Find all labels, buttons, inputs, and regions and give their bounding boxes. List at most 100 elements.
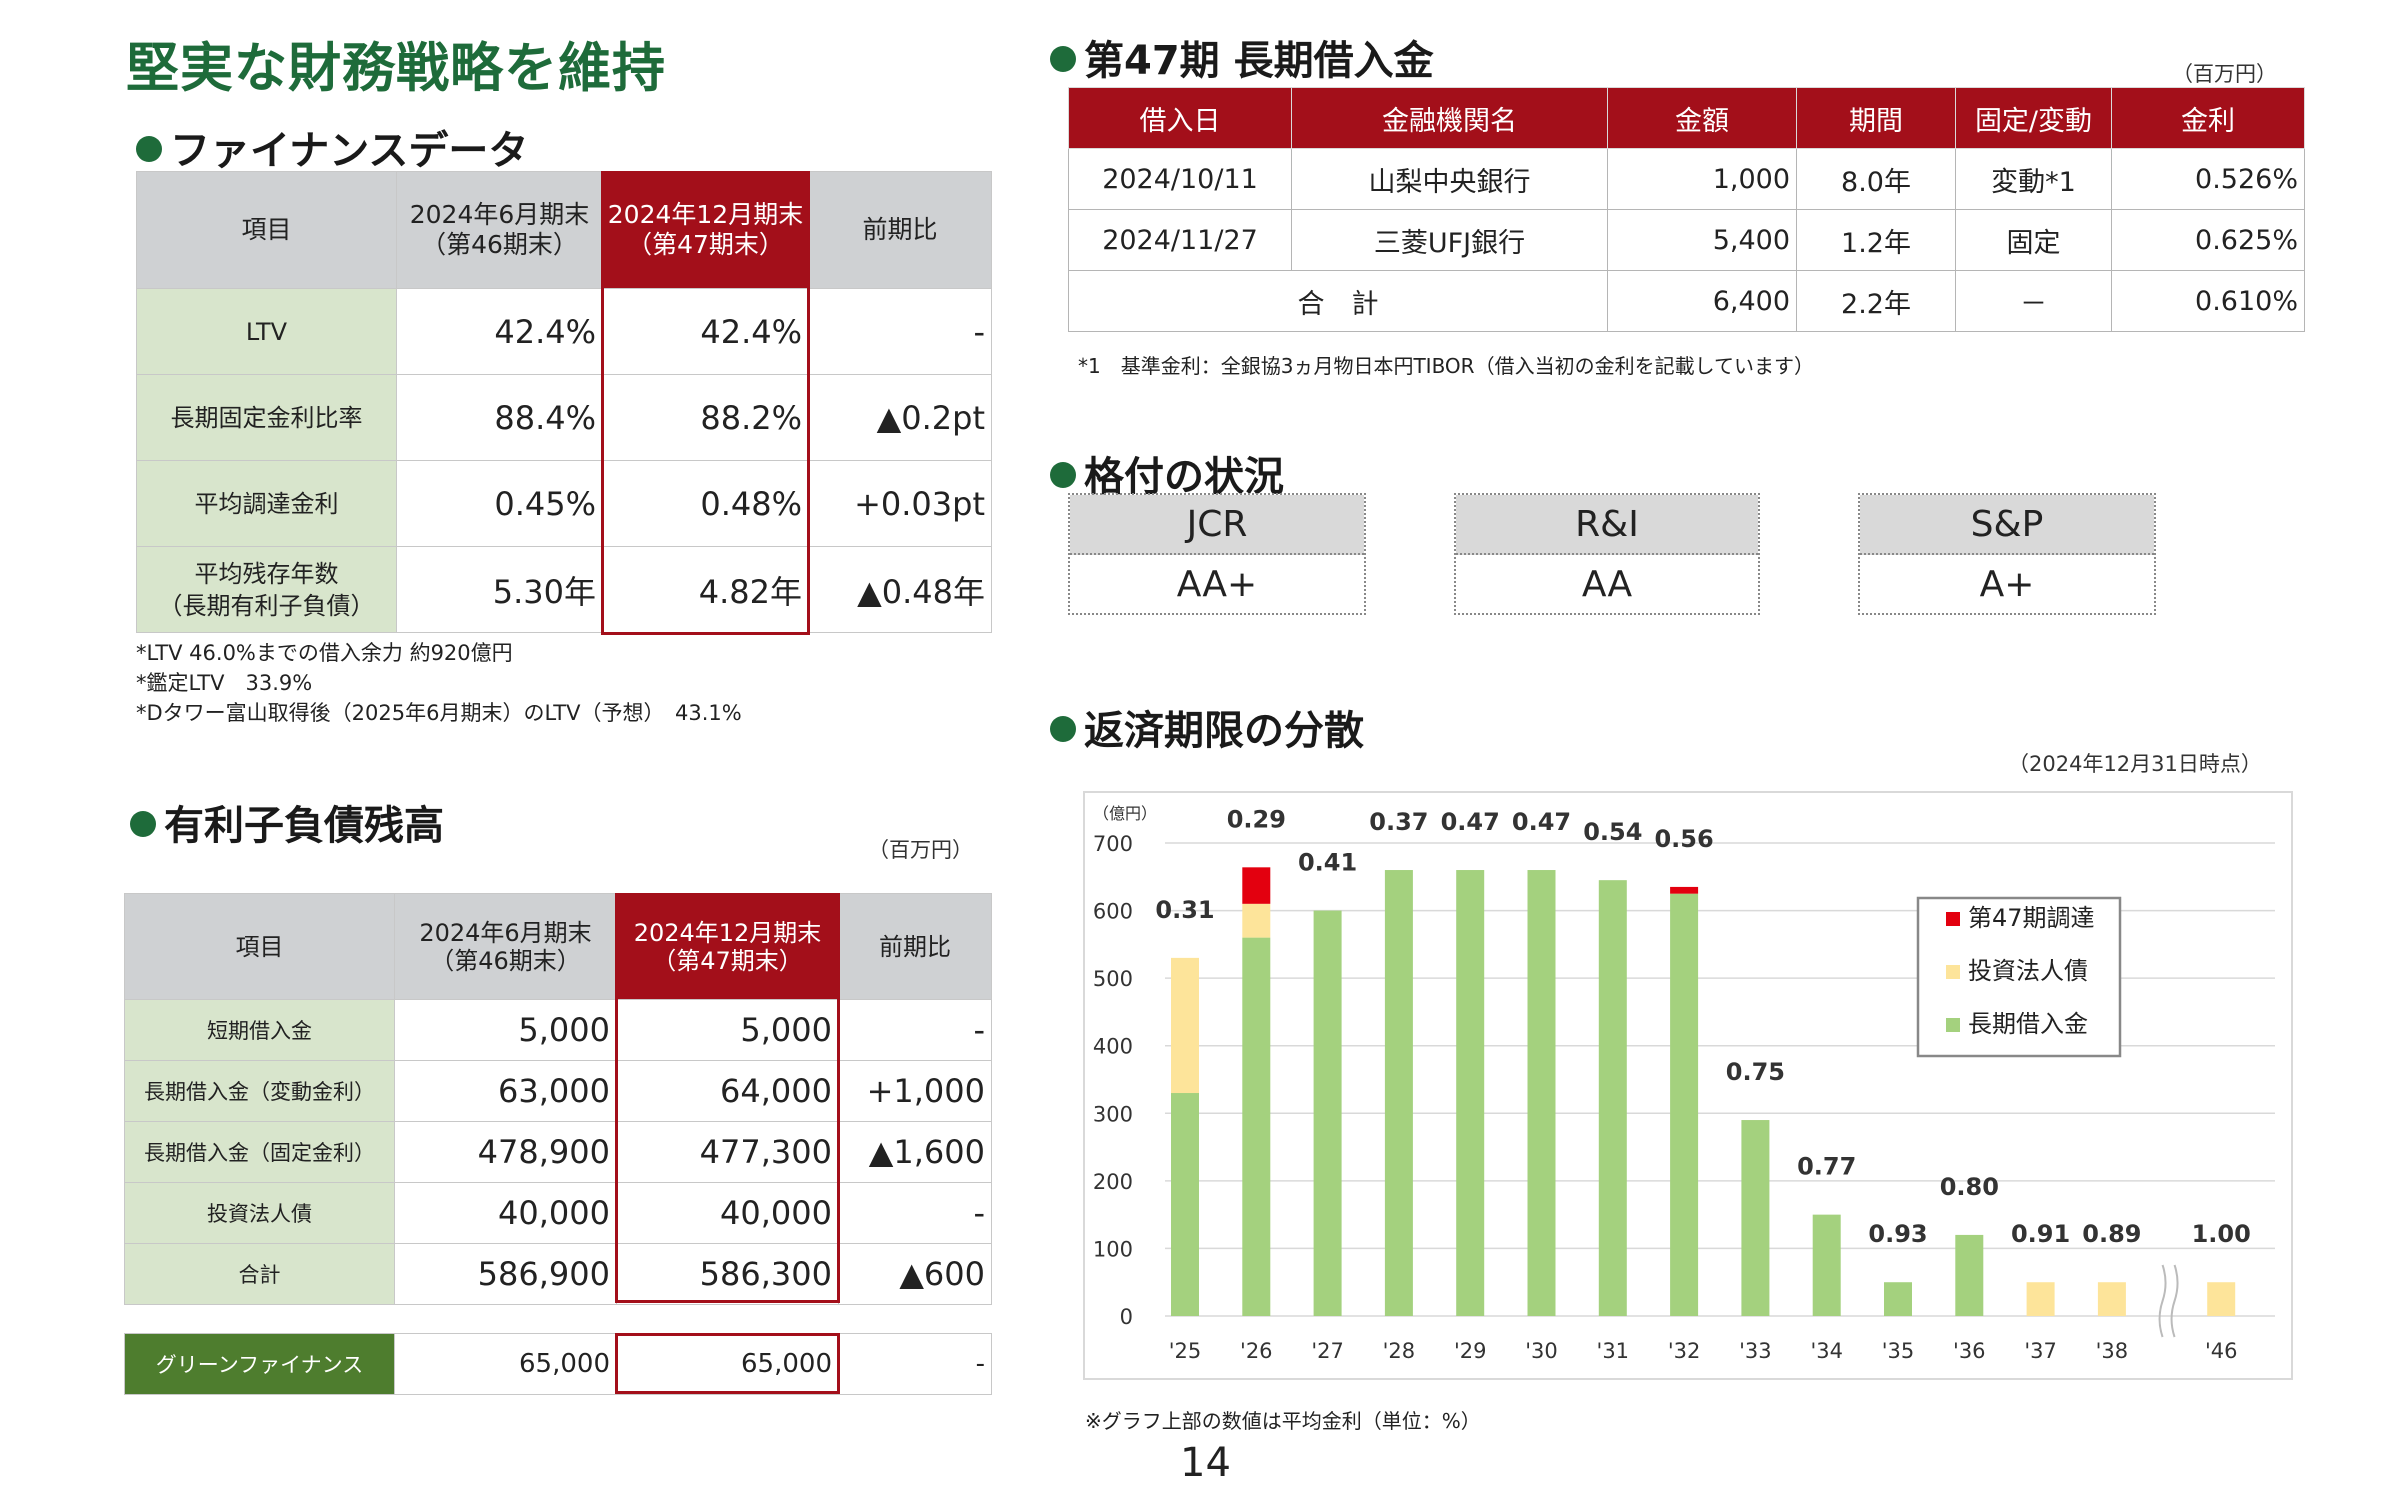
loans-unit: （百万円） <box>2172 62 2277 86</box>
x-tick-label: '38 <box>2096 1339 2129 1363</box>
rate-data-label: 1.00 <box>2192 1220 2251 1248</box>
rating-grade: AA+ <box>1176 564 1258 605</box>
finance-row-curr: 88.2% <box>602 374 809 461</box>
loan-date: 2024/10/11 <box>1068 148 1292 210</box>
ratings-section-heading: 格付の状況 <box>1050 444 1284 502</box>
y-tick-label: 200 <box>1093 1170 1133 1194</box>
rate-data-label: 0.47 <box>1512 808 1571 836</box>
debt-header-prev: 2024年6月期末 （第46期末） <box>394 893 617 1000</box>
debt-row-prev: 63,000 <box>394 1060 617 1122</box>
loans-header-date: 借入日 <box>1068 87 1292 149</box>
finance-row-curr: 0.48% <box>602 460 809 547</box>
loans-header-row: 借入日 金融機関名 金額 期間 固定/変動 金利 <box>1068 87 2305 149</box>
table-row: 平均残存年数 （長期有利子負債） 5.30年 4.82年 ▲0.48年 <box>136 546 992 633</box>
debt-row-prev: 586,900 <box>394 1243 617 1305</box>
loan-total-rate: 0.610% <box>2111 270 2305 332</box>
debt-row-label: 合計 <box>124 1243 395 1305</box>
x-tick-label: '33 <box>1739 1339 1772 1363</box>
finance-row-prev: 42.4% <box>396 288 603 375</box>
bar-segment <box>1670 886 1699 894</box>
legend-swatch <box>1946 965 1960 979</box>
finance-table: 項目 2024年6月期末 （第46期末） 2024年12月期末 （第47期末） … <box>136 171 992 633</box>
rate-data-label: 0.37 <box>1369 808 1428 836</box>
x-tick-label: '35 <box>1882 1339 1915 1363</box>
finance-row-curr: 42.4% <box>602 288 809 375</box>
loan-bank: 山梨中央銀行 <box>1291 148 1608 210</box>
debt-row-label: 短期借入金 <box>124 999 395 1061</box>
finance-heading-text: ファイナンスデータ <box>170 128 529 174</box>
x-tick-label: '28 <box>1383 1339 1416 1363</box>
rating-card-jcr: JCR AA+ <box>1068 493 1366 615</box>
debt-row-curr: 64,000 <box>616 1060 839 1122</box>
maturity-asof: （2024年12月31日時点） <box>2008 752 2262 776</box>
loan-date: 2024/11/27 <box>1068 209 1292 271</box>
x-tick-label: '34 <box>1810 1339 1843 1363</box>
axis-break-mark <box>2158 1264 2167 1338</box>
finance-row-curr: 4.82年 <box>602 546 809 633</box>
rating-agency: JCR <box>1070 495 1364 555</box>
finance-row-label: 平均調達金利 <box>136 460 397 547</box>
loans-heading-text: 第47期 長期借入金 <box>1084 38 1434 84</box>
legend-label: 投資法人債 <box>1968 957 2088 985</box>
green-finance-diff: - <box>838 1333 992 1395</box>
bar-segment <box>1313 910 1342 1316</box>
finance-notes: *LTV 46.0%までの借入余力 約920億円 *鑑定LTV 33.9% *D… <box>136 638 742 728</box>
rate-data-label: 0.54 <box>1583 818 1642 846</box>
y-tick-label: 500 <box>1093 967 1133 991</box>
bar-segment <box>1670 893 1699 1316</box>
debt-row-diff: - <box>838 1182 992 1244</box>
bar-segment <box>1242 937 1271 1316</box>
rating-grade: AA <box>1581 564 1633 605</box>
rating-agency: R&I <box>1456 495 1758 555</box>
loan-type: 変動*1 <box>1955 148 2112 210</box>
debt-row-curr: 40,000 <box>616 1182 839 1244</box>
bar-segment <box>2026 1282 2055 1316</box>
finance-header-curr: 2024年12月期末 （第47期末） <box>602 171 809 289</box>
table-row: 投資法人債 40,000 40,000 - <box>124 1182 992 1244</box>
green-finance-prev: 65,000 <box>394 1333 617 1395</box>
table-row: 合 計 6,400 2.2年 － 0.610% <box>1068 270 2305 332</box>
table-row: 2024/11/27 三菱UFJ銀行 5,400 1.2年 固定 0.625% <box>1068 209 2305 271</box>
loan-amount: 1,000 <box>1607 148 1797 210</box>
table-row: 平均調達金利 0.45% 0.48% +0.03pt <box>136 460 992 547</box>
debt-row-prev: 478,900 <box>394 1121 617 1183</box>
debt-row-curr: 5,000 <box>616 999 839 1061</box>
legend-swatch <box>1946 1018 1960 1032</box>
debt-row-diff: ▲1,600 <box>838 1121 992 1183</box>
debt-header-diff: 前期比 <box>838 893 992 1000</box>
page-title: 堅実な財務戦略を維持 <box>126 38 666 99</box>
finance-note: *LTV 46.0%までの借入余力 約920億円 <box>136 641 513 665</box>
bar-segment <box>1955 1234 1984 1316</box>
table-row: 長期借入金（変動金利） 63,000 64,000 +1,000 <box>124 1060 992 1122</box>
rate-data-label: 0.93 <box>1868 1220 1927 1248</box>
finance-header-prev: 2024年6月期末 （第46期末） <box>396 171 603 289</box>
rate-data-label: 0.47 <box>1441 808 1500 836</box>
bullet-dot-icon <box>130 811 156 837</box>
table-row: 合計 586,900 586,300 ▲600 <box>124 1243 992 1305</box>
x-tick-label: '32 <box>1668 1339 1701 1363</box>
x-tick-label: '46 <box>2205 1339 2238 1363</box>
loans-header-type: 固定/変動 <box>1955 87 2112 149</box>
y-tick-label: 700 <box>1093 832 1133 856</box>
rate-data-label: 0.89 <box>2082 1220 2141 1248</box>
debt-row-diff: - <box>838 999 992 1061</box>
debt-row-label: 長期借入金（固定金利） <box>124 1121 395 1183</box>
y-tick-label: 100 <box>1093 1237 1133 1261</box>
finance-row-diff: - <box>808 288 992 375</box>
debt-header-item: 項目 <box>124 893 395 1000</box>
rate-data-label: 0.56 <box>1654 825 1713 853</box>
debt-heading-text: 有利子負債残高 <box>164 803 444 849</box>
debt-row-label: 投資法人債 <box>124 1182 395 1244</box>
bar-segment <box>2207 1282 2236 1316</box>
table-row: 2024/10/11 山梨中央銀行 1,000 8.0年 変動*1 0.526% <box>1068 148 2305 210</box>
rate-data-label: 0.80 <box>1940 1173 1999 1201</box>
finance-row-prev: 88.4% <box>396 374 603 461</box>
finance-row-label: 長期固定金利比率 <box>136 374 397 461</box>
chart-footnote: ※グラフ上部の数値は平均金利（単位：%） <box>1085 1409 1481 1433</box>
debt-row-diff: +1,000 <box>838 1060 992 1122</box>
rating-grade: A+ <box>1979 564 2035 605</box>
debt-row-prev: 40,000 <box>394 1182 617 1244</box>
loans-header-rate: 金利 <box>2111 87 2305 149</box>
y-tick-label: 0 <box>1120 1305 1133 1329</box>
page-number: 14 <box>1180 1440 1231 1486</box>
